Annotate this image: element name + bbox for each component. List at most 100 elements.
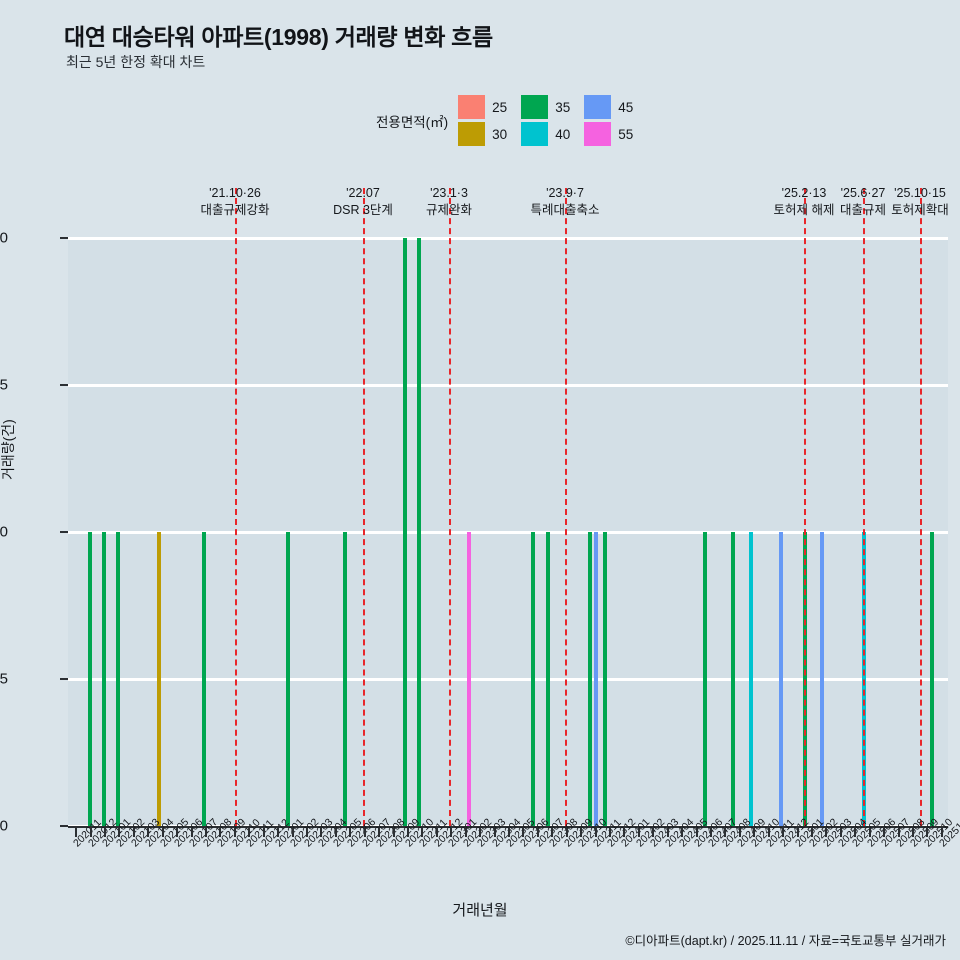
x-tick-mark (652, 828, 655, 837)
grid-line (68, 678, 948, 681)
x-tick-mark (421, 828, 424, 837)
bar[interactable] (603, 532, 607, 826)
x-tick-mark (334, 828, 337, 837)
x-tick-mark (565, 828, 568, 837)
x-tick-mark (738, 828, 741, 837)
x-tick-mark (277, 828, 280, 837)
annotation-label: '23.9·7 특례대출축소 (530, 185, 599, 219)
page-title: 대연 대승타워 아파트(1998) 거래량 변화 흐름 (64, 24, 493, 50)
bar[interactable] (820, 532, 824, 826)
bar[interactable] (116, 532, 120, 826)
bar[interactable] (417, 238, 421, 826)
x-tick-mark (623, 828, 626, 837)
bar[interactable] (779, 532, 783, 826)
x-tick-mark (262, 828, 265, 837)
x-tick-mark (104, 828, 107, 837)
annotation-date: '21.10·26 (209, 186, 261, 200)
x-tick-mark (796, 828, 799, 837)
bar[interactable] (546, 532, 550, 826)
y-tick-mark (60, 531, 68, 533)
x-tick-mark (378, 828, 381, 837)
bar[interactable] (286, 532, 290, 826)
bar[interactable] (749, 532, 753, 826)
annotation-date: '25.2·13 (781, 186, 827, 200)
y-tick-mark (60, 384, 68, 386)
x-tick-mark (132, 828, 135, 837)
x-axis-line (68, 826, 948, 828)
bar[interactable] (467, 532, 471, 826)
x-tick-mark (637, 828, 640, 837)
legend-title: 전용면적(㎡) (376, 114, 449, 130)
x-tick-mark (536, 828, 539, 837)
bar[interactable] (157, 532, 161, 826)
legend-item[interactable]: 30 (458, 122, 507, 146)
x-tick-mark (580, 828, 583, 837)
annotation-label: '23.1·3 규제완화 (426, 185, 472, 219)
bar[interactable] (594, 532, 598, 826)
legend-item[interactable]: 55 (584, 122, 633, 146)
x-tick-mark (608, 828, 611, 837)
bar[interactable] (88, 532, 92, 826)
bar[interactable] (531, 532, 535, 826)
annotation-line (363, 188, 365, 826)
annotation-line (920, 188, 922, 826)
legend-item[interactable]: 25 (458, 95, 507, 119)
bar[interactable] (588, 532, 592, 826)
grid-line (68, 237, 948, 240)
x-tick-mark (161, 828, 164, 837)
legend-swatch-icon (584, 122, 612, 146)
x-tick-mark (75, 828, 78, 837)
annotation-label: '25.6·27 대출규제 (840, 185, 886, 219)
annotation-date: '23.9·7 (546, 186, 584, 200)
x-tick-mark (825, 828, 828, 837)
annotation-label: '25.10·15 토허제확대 (891, 185, 949, 219)
bar[interactable] (202, 532, 206, 826)
x-tick-mark (493, 828, 496, 837)
legend-swatch-icon (521, 95, 549, 119)
annotation-desc: DSR 3단계 (333, 203, 393, 217)
legend-item[interactable]: 40 (521, 122, 570, 146)
legend-item[interactable]: 35 (521, 95, 570, 119)
x-tick-mark (89, 828, 92, 837)
x-tick-mark (681, 828, 684, 837)
x-tick-mark (767, 828, 770, 837)
annotation-desc: 특례대출축소 (530, 203, 600, 217)
x-tick-mark (176, 828, 179, 837)
y-tick-mark (60, 678, 68, 680)
annotation-label: '22.07 DSR 3단계 (333, 185, 393, 219)
annotation-line (565, 188, 567, 826)
bar[interactable] (930, 532, 934, 826)
bar[interactable] (731, 532, 735, 826)
annotation-desc: 대출규제강화 (200, 203, 270, 217)
x-tick-mark (205, 828, 208, 837)
annotation-desc: 규제완화 (425, 203, 473, 217)
x-tick-mark (320, 828, 323, 837)
legend-item-label: 45 (618, 99, 634, 115)
y-tick-label: 1.5 (0, 376, 8, 394)
x-tick-mark (190, 828, 193, 837)
bar[interactable] (403, 238, 407, 826)
x-tick-mark (854, 828, 857, 837)
footer-credit: ©디아파트(dapt.kr) / 2025.11.11 / 자료=국토교통부 실… (625, 934, 946, 948)
annotation-line (449, 188, 451, 826)
legend-item-label: 30 (492, 126, 508, 142)
x-tick-mark (219, 828, 222, 837)
x-tick-mark (666, 828, 669, 837)
legend-swatch-icon (584, 95, 612, 119)
y-tick-label: 1.0 (0, 523, 8, 541)
bar[interactable] (343, 532, 347, 826)
bar[interactable] (102, 532, 106, 826)
annotation-label: '21.10·26 대출규제강화 (200, 185, 269, 219)
x-tick-mark (306, 828, 309, 837)
legend-item[interactable]: 45 (584, 95, 633, 119)
plot-area (68, 188, 948, 828)
x-tick-mark (479, 828, 482, 837)
bar[interactable] (703, 532, 707, 826)
annotation-line (235, 188, 237, 826)
x-axis-label: 거래년월 (452, 902, 508, 919)
annotation-desc: 토허제확대 (891, 203, 949, 217)
x-tick-mark (782, 828, 785, 837)
grid-line (68, 531, 948, 534)
annotation-line (804, 188, 806, 826)
